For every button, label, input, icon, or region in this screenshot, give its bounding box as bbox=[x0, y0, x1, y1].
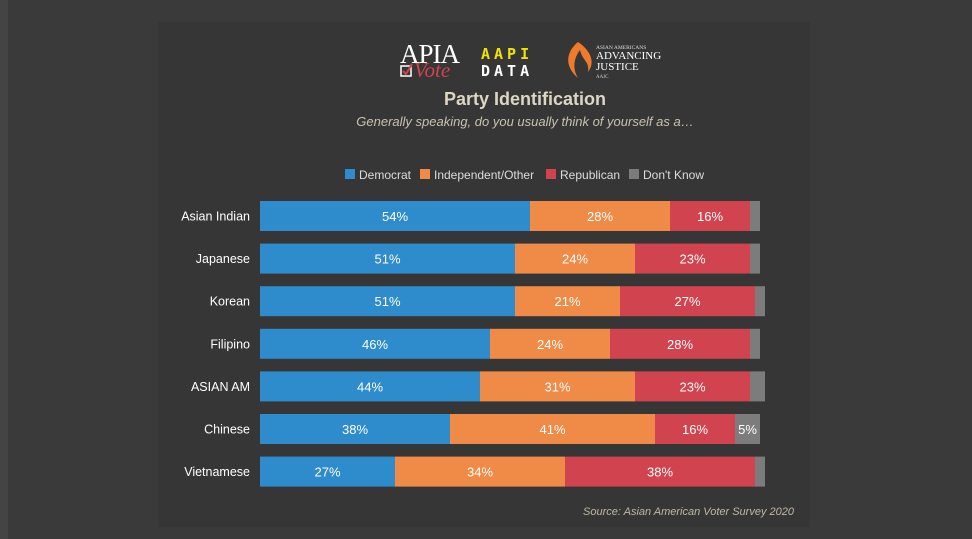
bar-segment bbox=[755, 456, 765, 487]
data-label: 24% bbox=[562, 252, 588, 267]
data-label: 28% bbox=[587, 209, 613, 224]
bar-segment bbox=[750, 201, 760, 231]
checkmark-icon bbox=[402, 63, 413, 76]
data-label: 51% bbox=[374, 252, 400, 267]
bar-segment bbox=[655, 414, 735, 444]
bar-segment bbox=[565, 456, 755, 487]
legend-swatch bbox=[420, 169, 430, 179]
category-label: ASIAN AM bbox=[191, 380, 250, 394]
bar-segment bbox=[750, 328, 760, 359]
data-label: 23% bbox=[679, 379, 705, 394]
category-label: Asian Indian bbox=[181, 210, 250, 224]
legend-label: Democrat bbox=[359, 168, 412, 182]
aajc-logo-line1: ADVANCING bbox=[596, 50, 661, 62]
bar-segment bbox=[670, 201, 750, 231]
aapi-logo-top: AAPI bbox=[481, 45, 533, 63]
bar-segment bbox=[260, 201, 530, 231]
legend: Democrat Independent/Other Republican Don't… bbox=[345, 168, 704, 182]
bar-segment bbox=[635, 371, 750, 402]
flame-icon bbox=[568, 42, 592, 78]
apia-logo-bottom: Vote bbox=[414, 58, 450, 82]
bar-segment bbox=[750, 371, 765, 402]
bar-segment bbox=[260, 456, 395, 487]
data-label: 27% bbox=[314, 465, 340, 480]
data-label: 16% bbox=[682, 422, 708, 437]
legend-swatch bbox=[345, 169, 355, 179]
bar-segment bbox=[515, 243, 635, 274]
data-label: 21% bbox=[554, 294, 580, 309]
bar-segment bbox=[750, 243, 760, 274]
data-label: 16% bbox=[697, 209, 723, 224]
aajc-logo-small: ASIAN AMERICANS bbox=[596, 45, 646, 51]
chart-source: Source: Asian American Voter Survey 2020 bbox=[583, 506, 795, 518]
bar-segment bbox=[620, 286, 755, 317]
bar-segment bbox=[260, 371, 480, 402]
chart-subtitle: Generally speaking, do you usually think… bbox=[356, 114, 693, 129]
bar-segment bbox=[610, 328, 750, 359]
bars: Asian Indian 54% 28% 16% Japanese 51% 24% 23% Ko… bbox=[181, 201, 765, 487]
checkbox-icon bbox=[400, 65, 412, 77]
category-label: Japanese bbox=[196, 252, 250, 266]
bar-segment bbox=[260, 414, 450, 444]
bar-segment bbox=[490, 328, 610, 359]
aapi-logo-bottom: DATA bbox=[481, 62, 533, 80]
data-label: 44% bbox=[357, 379, 383, 394]
bar-segment bbox=[755, 286, 765, 317]
data-label: 5% bbox=[738, 422, 757, 437]
bar-segment bbox=[260, 286, 515, 317]
legend-label: Don't Know bbox=[643, 168, 704, 182]
data-label: 24% bbox=[537, 337, 563, 352]
data-label: 38% bbox=[647, 465, 673, 480]
bar-segment bbox=[450, 414, 655, 444]
data-label: 34% bbox=[467, 465, 493, 480]
bar-segment bbox=[530, 201, 670, 231]
data-label: 27% bbox=[674, 294, 700, 309]
aajc-logo: ASIAN AMERICANS ADVANCING JUSTICE AAJC bbox=[568, 42, 661, 80]
legend-swatch bbox=[546, 169, 556, 179]
chart-title: Party Identification bbox=[444, 89, 606, 109]
legend-swatch bbox=[629, 169, 639, 179]
page-edge bbox=[0, 0, 8, 539]
legend-label: Independent/Other bbox=[434, 168, 534, 182]
category-label: Filipino bbox=[210, 337, 250, 351]
category-label: Vietnamese bbox=[184, 465, 250, 479]
data-label: 54% bbox=[382, 209, 408, 224]
bar-segment bbox=[260, 243, 515, 274]
data-label: 46% bbox=[362, 337, 388, 352]
data-label: 28% bbox=[667, 337, 693, 352]
aajc-logo-tag: AAJC bbox=[596, 75, 609, 80]
bar-segment bbox=[515, 286, 620, 317]
category-label: Korean bbox=[210, 295, 250, 309]
data-label: 38% bbox=[342, 422, 368, 437]
data-label: 51% bbox=[374, 294, 400, 309]
apia-logo-top: APIA bbox=[400, 39, 461, 69]
category-label: Chinese bbox=[204, 423, 250, 437]
apia-vote-logo: APIA Vote bbox=[400, 39, 462, 82]
bar-segment bbox=[395, 456, 565, 487]
aajc-logo-line2: JUSTICE bbox=[596, 61, 639, 73]
bar-segment bbox=[635, 243, 750, 274]
legend-label: Republican bbox=[560, 168, 620, 182]
data-label: 41% bbox=[539, 422, 565, 437]
data-label: 23% bbox=[679, 252, 705, 267]
bar-segment bbox=[735, 414, 760, 444]
aapi-data-logo: AAPI DATA bbox=[481, 45, 533, 80]
bar-segment bbox=[480, 371, 635, 402]
bar-segment bbox=[260, 328, 490, 359]
data-label: 31% bbox=[544, 379, 570, 394]
